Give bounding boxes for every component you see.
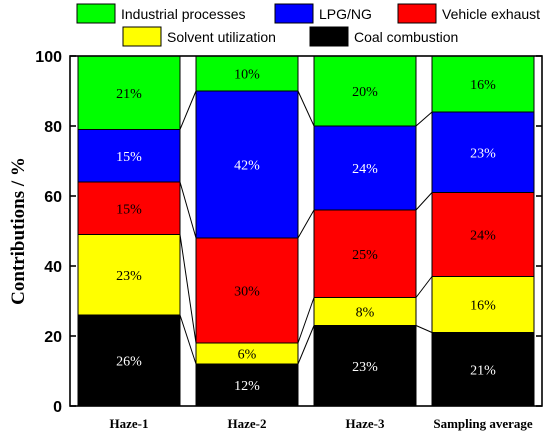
x-tick-label-haze-2: Haze-2 [228, 416, 267, 431]
y-tick-label: 40 [44, 259, 62, 276]
legend-swatch-lpg-ng [274, 3, 314, 24]
data-label-coal-combustion-haze-1: 26% [116, 355, 142, 370]
bar-lpg-ng-haze-2 [195, 90, 299, 239]
y-tick-label: 100 [35, 49, 62, 66]
connector-line [297, 90, 315, 127]
data-label-industrial-processes-haze-3: 20% [352, 85, 378, 100]
data-label-solvent-utilization-haze-3: 8% [356, 306, 375, 321]
connector-line [415, 276, 433, 298]
bar-lpg-ng-sampling-average [431, 111, 535, 193]
bar-vehicle-exhaust-sampling-average [431, 192, 535, 277]
data-label-coal-combustion-haze-3: 23% [352, 360, 378, 375]
legend-swatch-industrial-processes [76, 3, 116, 24]
connector-line [297, 325, 315, 365]
bar-vehicle-exhaust-haze-2 [195, 237, 299, 344]
legend-swatch-coal-combustion [309, 26, 349, 47]
legend-swatch-vehicle-exhaust [397, 3, 437, 24]
data-label-solvent-utilization-haze-2: 6% [238, 348, 257, 363]
data-label-lpg-ng-haze-2: 42% [234, 159, 260, 174]
connector-line [179, 314, 197, 365]
connector-line [297, 209, 315, 239]
y-axis-label: Contributions / % [8, 157, 29, 305]
data-labels: 26% 23% 15% 15% 21% 12% 6% 30% 42% 10% 23% 8% 25% 24%… [116, 68, 496, 395]
data-label-vehicle-exhaust-haze-2: 30% [234, 285, 260, 300]
data-label-lpg-ng-haze-3: 24% [352, 162, 378, 177]
plot-frame [69, 55, 543, 407]
legend-label-lpg-ng: LPG/NG [319, 6, 372, 22]
bar-coal-combustion-haze-3 [313, 325, 417, 407]
legend-label-industrial-processes: Industrial processes [121, 6, 246, 22]
bar-industrial-processes-haze-1 [77, 55, 181, 130]
connector-line [179, 234, 197, 344]
data-label-lpg-ng-sampling-average: 23% [470, 146, 496, 161]
data-label-vehicle-exhaust-sampling-average: 24% [470, 229, 496, 244]
bar-industrial-processes-haze-2 [195, 55, 299, 92]
data-label-lpg-ng-haze-1: 15% [116, 150, 142, 165]
data-label-coal-combustion-sampling-average: 21% [470, 363, 496, 378]
bars [77, 55, 535, 407]
data-label-industrial-processes-sampling-average: 16% [470, 78, 496, 93]
y-tick-label: 60 [44, 189, 62, 206]
data-label-vehicle-exhaust-haze-1: 15% [116, 202, 142, 217]
legend-swatch-solvent-utilization [122, 26, 162, 47]
data-label-coal-combustion-haze-2: 12% [234, 379, 260, 394]
connector-line [297, 297, 315, 344]
x-tick-label-haze-1: Haze-1 [110, 416, 149, 431]
y-tick-label: 80 [44, 119, 62, 136]
connector-line [415, 192, 433, 211]
data-label-industrial-processes-haze-2: 10% [234, 68, 260, 83]
data-label-solvent-utilization-sampling-average: 16% [470, 299, 496, 314]
bar-vehicle-exhaust-haze-3 [313, 209, 417, 298]
y-tick-label: 0 [53, 399, 62, 416]
connector-line [415, 325, 433, 333]
bar-coal-combustion-haze-2 [195, 363, 299, 407]
y-tick-label: 20 [44, 329, 62, 346]
legend-label-vehicle-exhaust: Vehicle exhaust [442, 6, 540, 22]
data-label-vehicle-exhaust-haze-3: 25% [352, 248, 378, 263]
connector-line [179, 181, 197, 239]
bar-industrial-processes-haze-3 [313, 55, 417, 127]
connector-line [179, 90, 197, 130]
bar-coal-combustion-sampling-average [431, 332, 535, 407]
bar-solvent-utilization-sampling-average [431, 276, 535, 333]
data-label-industrial-processes-haze-1: 21% [116, 87, 142, 102]
data-label-solvent-utilization-haze-1: 23% [116, 269, 142, 284]
connector-line [415, 111, 433, 127]
legend-label-coal-combustion: Coal combustion [354, 29, 458, 45]
x-tick-label-haze-3: Haze-3 [346, 416, 385, 431]
legend-label-solvent-utilization: Solvent utilization [167, 29, 276, 45]
legend: Industrial processes LPG/NG Vehicle exhaus… [76, 3, 540, 47]
bar-lpg-ng-haze-1 [77, 129, 181, 183]
axes: 0 20 40 60 80 100 Haze-1 Haze-2 Haze-3 Sampling a… [8, 49, 543, 431]
x-tick-label-sampling-average: Sampling average [433, 416, 533, 431]
